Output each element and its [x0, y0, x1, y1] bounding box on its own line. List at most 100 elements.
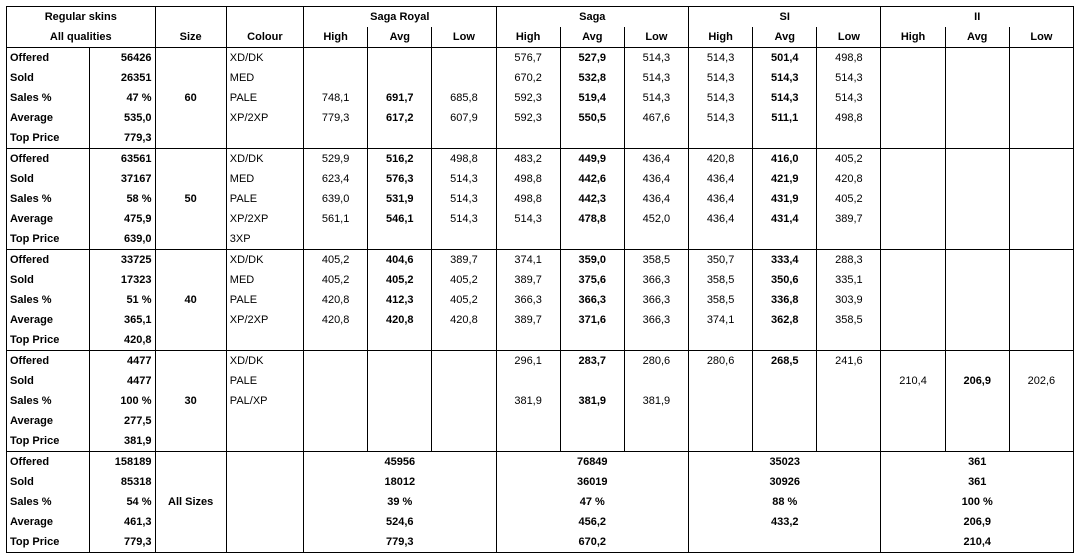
price-cell: 420,8: [304, 310, 368, 330]
price-cell: [881, 189, 945, 209]
total-group-value: 779,3: [304, 532, 497, 553]
price-cell: 607,9: [432, 108, 496, 128]
price-cell: 514,3: [432, 189, 496, 209]
row-label: Offered: [7, 149, 90, 170]
price-cell: [1009, 229, 1073, 250]
price-cell: 514,3: [689, 48, 753, 69]
price-cell: [753, 391, 817, 411]
total-group-value: 524,6: [304, 512, 497, 532]
colour-value: PALE: [226, 371, 303, 391]
price-cell: 412,3: [368, 290, 432, 310]
price-cell: 405,2: [817, 189, 881, 209]
summary-value: 475,9: [90, 209, 155, 229]
price-cell: 514,3: [624, 88, 688, 108]
price-cell: [432, 68, 496, 88]
price-cell: 779,3: [304, 108, 368, 128]
row-label: Sold: [7, 169, 90, 189]
price-cell: [304, 351, 368, 372]
price-cell: 449,9: [560, 149, 624, 170]
total-group-value: 35023: [689, 452, 881, 473]
price-cell: 576,3: [368, 169, 432, 189]
price-cell: [881, 108, 945, 128]
total-group-value: 30926: [689, 472, 881, 492]
price-cell: [945, 88, 1009, 108]
price-cell: 514,3: [689, 88, 753, 108]
row-label: Sold: [7, 472, 90, 492]
price-cell: [1009, 48, 1073, 69]
price-cell: 420,8: [368, 310, 432, 330]
price-cell: 405,2: [304, 270, 368, 290]
price-cell: 358,5: [624, 250, 688, 271]
price-cell: 206,9: [945, 371, 1009, 391]
price-cell: 617,2: [368, 108, 432, 128]
price-cell: 498,8: [496, 189, 560, 209]
summary-value: 4477: [90, 351, 155, 372]
price-cell: 280,6: [624, 351, 688, 372]
price-cell: 374,1: [689, 310, 753, 330]
price-cell: [1009, 209, 1073, 229]
price-cell: 670,2: [496, 68, 560, 88]
row-label: Top Price: [7, 128, 90, 149]
price-cell: 436,4: [689, 209, 753, 229]
sub-header: Avg: [368, 27, 432, 48]
total-group-value: 100 %: [881, 492, 1074, 512]
total-group-value: 361: [881, 472, 1074, 492]
row-label: Average: [7, 108, 90, 128]
summary-value: 56426: [90, 48, 155, 69]
price-cell: [1009, 250, 1073, 271]
price-cell: 514,3: [624, 48, 688, 69]
price-cell: 374,1: [496, 250, 560, 271]
price-cell: 366,3: [624, 290, 688, 310]
price-cell: 420,8: [304, 290, 368, 310]
price-cell: [945, 290, 1009, 310]
price-cell: [304, 371, 368, 391]
price-cell: [881, 68, 945, 88]
header-size: Size: [155, 27, 226, 48]
price-cell: 452,0: [624, 209, 688, 229]
row-label: Sales %: [7, 492, 90, 512]
title-all-qualities: All qualities: [7, 27, 156, 48]
price-cell: 389,7: [496, 270, 560, 290]
price-cell: [945, 391, 1009, 411]
price-cell: [881, 209, 945, 229]
price-cell: 436,4: [624, 189, 688, 209]
summary-value: 4477: [90, 371, 155, 391]
total-summary-value: 54 %: [90, 492, 155, 512]
price-cell: [304, 68, 368, 88]
price-cell: 405,2: [368, 270, 432, 290]
price-cell: [881, 351, 945, 372]
price-cell: 514,3: [689, 108, 753, 128]
row-label: Sales %: [7, 88, 90, 108]
price-cell: 366,3: [624, 270, 688, 290]
price-cell: 404,6: [368, 250, 432, 271]
price-cell: [881, 48, 945, 69]
row-label: Sold: [7, 371, 90, 391]
price-cell: [624, 371, 688, 391]
price-cell: 405,2: [432, 270, 496, 290]
colour-value: 3XP: [226, 229, 303, 250]
price-cell: [881, 270, 945, 290]
sub-header: Avg: [753, 27, 817, 48]
row-label: Sales %: [7, 391, 90, 411]
price-cell: 389,7: [817, 209, 881, 229]
price-cell: 436,4: [689, 169, 753, 189]
total-group-value: 361: [881, 452, 1074, 473]
price-cell: [304, 391, 368, 411]
price-cell: [560, 229, 624, 250]
price-cell: 421,9: [753, 169, 817, 189]
price-cell: [817, 229, 881, 250]
colour-value: MED: [226, 169, 303, 189]
total-summary-value: 158189: [90, 452, 155, 473]
summary-value: 63561: [90, 149, 155, 170]
total-group-value: 45956: [304, 452, 497, 473]
total-group-value: 47 %: [496, 492, 688, 512]
price-cell: 519,4: [560, 88, 624, 108]
price-cell: 531,9: [368, 189, 432, 209]
summary-value: 17323: [90, 270, 155, 290]
price-cell: [560, 371, 624, 391]
total-summary-value: 85318: [90, 472, 155, 492]
total-group-value: 76849: [496, 452, 688, 473]
sub-header: High: [881, 27, 945, 48]
price-cell: 268,5: [753, 351, 817, 372]
title-regular-skins: Regular skins: [7, 7, 156, 28]
